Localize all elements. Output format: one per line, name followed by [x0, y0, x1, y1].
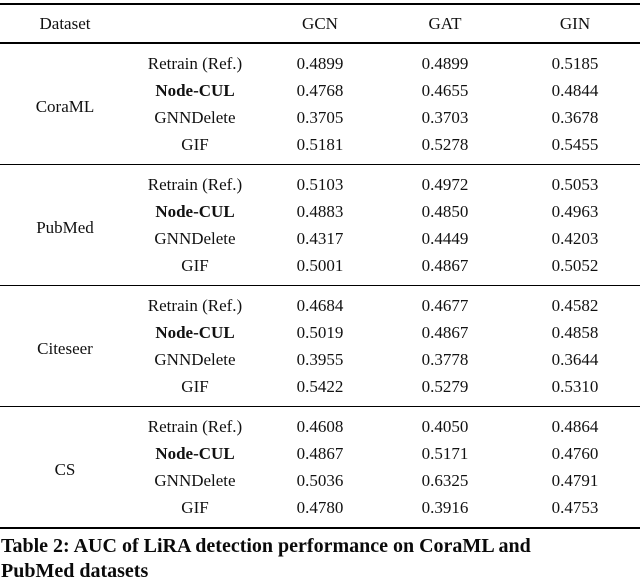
results-table: Dataset GCN GAT GIN CoraML Retrain (Ref.)… — [0, 3, 640, 529]
method-label: GNNDelete — [154, 470, 236, 490]
table-row: GNNDelete 0.3705 0.3703 0.3678 — [0, 104, 640, 131]
table-row: Node-CUL 0.4867 0.5171 0.4760 — [0, 440, 640, 467]
auc-value: 0.4203 — [551, 228, 599, 248]
table-row: GNNDelete 0.4317 0.4449 0.4203 — [0, 225, 640, 252]
auc-value: 0.5185 — [551, 53, 599, 73]
method-label: GNNDelete — [154, 228, 236, 248]
auc-value: 0.5103 — [296, 174, 344, 194]
table-row: CS Retrain (Ref.) 0.4608 0.4050 0.4864 — [0, 407, 640, 480]
auc-value: 0.3644 — [551, 349, 599, 369]
auc-value: 0.4864 — [551, 416, 599, 436]
auc-value: 0.5310 — [551, 376, 599, 396]
method-label: Node-CUL — [155, 201, 235, 221]
auc-value: 0.5171 — [421, 443, 469, 463]
auc-value: 0.4317 — [296, 228, 344, 248]
auc-value: 0.4582 — [551, 295, 599, 315]
table-row: Citeseer Retrain (Ref.) 0.4684 0.4677 0.4582 — [0, 286, 640, 359]
method-label: Retrain (Ref.) — [147, 416, 243, 436]
auc-value: 0.5279 — [421, 376, 469, 396]
table-row: GNNDelete 0.3955 0.3778 0.3644 — [0, 346, 640, 373]
method-label: GNNDelete — [154, 107, 236, 127]
method-label: GIF — [181, 497, 209, 517]
auc-value: 0.5001 — [296, 255, 344, 275]
table-row: Node-CUL 0.4883 0.4850 0.4963 — [0, 198, 640, 225]
auc-value: 0.4791 — [551, 470, 599, 490]
dataset-section-cs: CS Retrain (Ref.) 0.4608 0.4050 0.4864 Node-C… — [0, 406, 640, 529]
caption-line: PubMed datasets — [1, 560, 149, 582]
auc-value: 0.4850 — [421, 201, 469, 221]
auc-value: 0.3955 — [296, 349, 344, 369]
method-label: GIF — [181, 376, 209, 396]
auc-value: 0.4867 — [421, 322, 469, 342]
dataset-section-pubmed: PubMed Retrain (Ref.) 0.5103 0.4972 0.5053 No… — [0, 164, 640, 286]
auc-value: 0.4449 — [421, 228, 469, 248]
dataset-section-coraml: CoraML Retrain (Ref.) 0.4899 0.4899 0.5185 No… — [0, 43, 640, 165]
auc-value: 0.3705 — [296, 107, 344, 127]
table-caption: Table 2: AUC of LiRA detection performan… — [0, 534, 640, 584]
auc-value: 0.5278 — [421, 134, 469, 154]
table-header-row: Dataset GCN GAT GIN — [0, 4, 640, 44]
method-label: GIF — [181, 255, 209, 275]
auc-value: 0.5052 — [551, 255, 599, 275]
auc-value: 0.4780 — [296, 497, 344, 517]
auc-value: 0.5019 — [296, 322, 344, 342]
auc-value: 0.5455 — [551, 134, 599, 154]
auc-value: 0.5422 — [296, 376, 344, 396]
auc-value: 0.4883 — [296, 201, 344, 221]
table-row: GIF 0.5001 0.4867 0.5052 — [0, 252, 640, 286]
column-header-gin: GIN — [510, 4, 640, 44]
auc-value: 0.4753 — [551, 497, 599, 517]
column-header-dataset: Dataset — [0, 4, 130, 44]
auc-value: 0.4677 — [421, 295, 469, 315]
dataset-label: CS — [54, 460, 76, 479]
caption-line: Table 2: AUC of LiRA detection performan… — [1, 535, 531, 557]
table-row: PubMed Retrain (Ref.) 0.5103 0.4972 0.5053 — [0, 165, 640, 238]
auc-value: 0.5181 — [296, 134, 344, 154]
method-label: Retrain (Ref.) — [147, 174, 243, 194]
dataset-label: Citeseer — [37, 339, 93, 358]
auc-value: 0.5053 — [551, 174, 599, 194]
auc-value: 0.4867 — [296, 443, 344, 463]
dataset-section-citeseer: Citeseer Retrain (Ref.) 0.4684 0.4677 0.4582… — [0, 285, 640, 407]
auc-value: 0.4768 — [296, 80, 344, 100]
table-row: GNNDelete 0.5036 0.6325 0.4791 — [0, 467, 640, 494]
auc-value: 0.4655 — [421, 80, 469, 100]
column-header-gat: GAT — [380, 4, 510, 44]
auc-value: 0.4760 — [551, 443, 599, 463]
auc-value: 0.4050 — [421, 416, 469, 436]
method-label: GNNDelete — [154, 349, 236, 369]
method-label: GIF — [181, 134, 209, 154]
dataset-label: PubMed — [36, 218, 94, 237]
auc-value: 0.4963 — [551, 201, 599, 221]
method-label: Retrain (Ref.) — [147, 295, 243, 315]
auc-value: 0.3778 — [421, 349, 469, 369]
table-row: GIF 0.4780 0.3916 0.4753 — [0, 494, 640, 528]
table-row: GIF 0.5181 0.5278 0.5455 — [0, 131, 640, 165]
auc-value: 0.4844 — [551, 80, 599, 100]
auc-value: 0.4899 — [421, 53, 469, 73]
method-label: Node-CUL — [155, 443, 235, 463]
auc-value: 0.3678 — [551, 107, 599, 127]
method-label: Node-CUL — [155, 80, 235, 100]
method-label: Retrain (Ref.) — [147, 53, 243, 73]
table-row: GIF 0.5422 0.5279 0.5310 — [0, 373, 640, 407]
dataset-label: CoraML — [35, 97, 95, 116]
auc-value: 0.3703 — [421, 107, 469, 127]
auc-value: 0.4858 — [551, 322, 599, 342]
method-label: Node-CUL — [155, 322, 235, 342]
auc-value: 0.4972 — [421, 174, 469, 194]
auc-value: 0.4867 — [421, 255, 469, 275]
auc-value: 0.4899 — [296, 53, 344, 73]
auc-value: 0.4684 — [296, 295, 344, 315]
auc-value: 0.4608 — [296, 416, 344, 436]
column-header-method-blank — [130, 4, 260, 44]
column-header-gcn: GCN — [260, 4, 380, 44]
auc-value: 0.5036 — [296, 470, 344, 490]
auc-value: 0.3916 — [421, 497, 469, 517]
auc-value: 0.6325 — [421, 470, 469, 490]
table-row: Node-CUL 0.5019 0.4867 0.4858 — [0, 319, 640, 346]
table-row: Node-CUL 0.4768 0.4655 0.4844 — [0, 77, 640, 104]
table-row: CoraML Retrain (Ref.) 0.4899 0.4899 0.5185 — [0, 43, 640, 117]
